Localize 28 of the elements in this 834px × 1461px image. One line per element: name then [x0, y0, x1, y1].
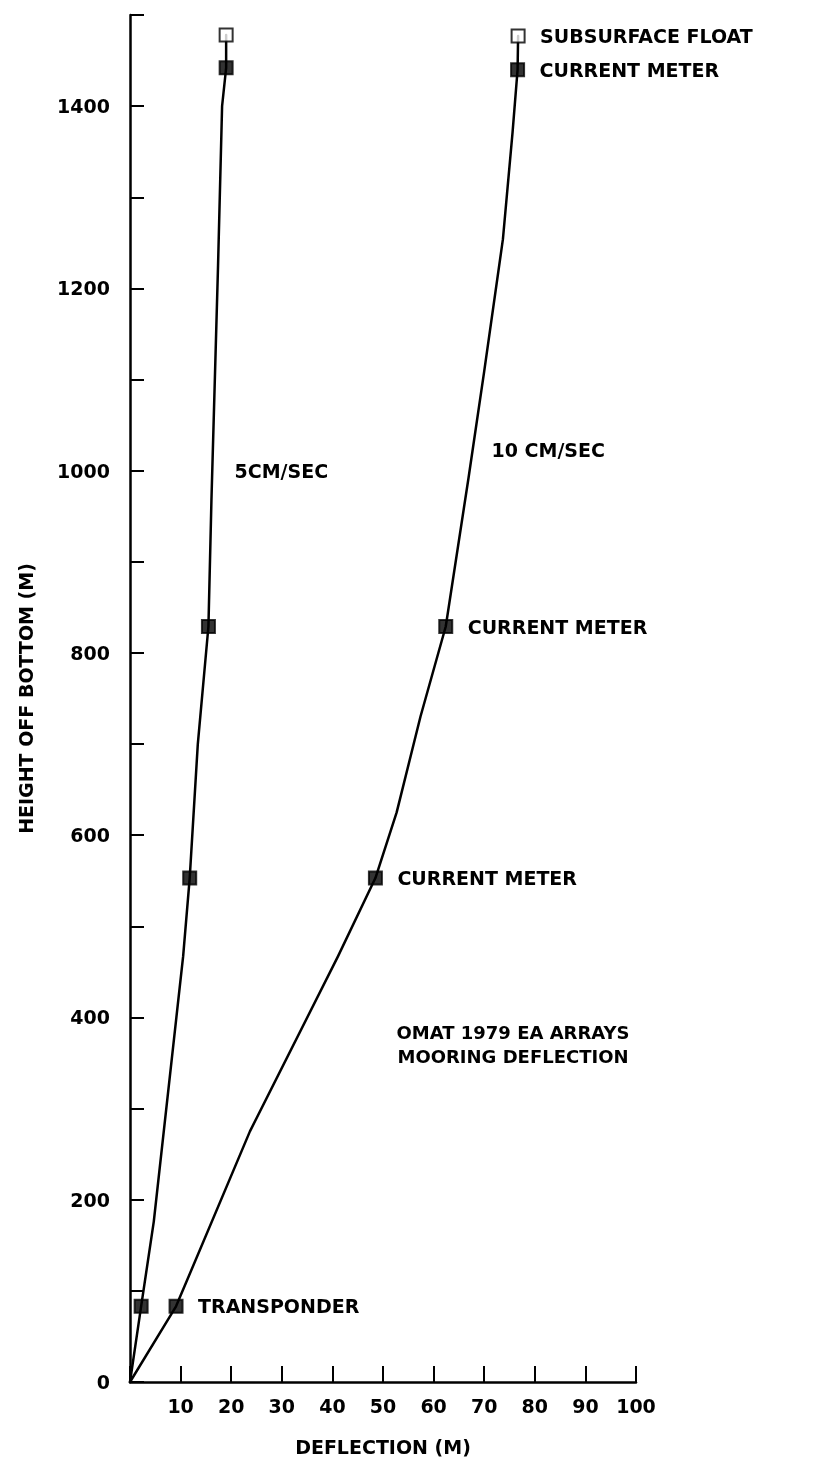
- annotation: CURRENT METER: [467, 615, 648, 638]
- y-tick-label: 200: [70, 1188, 110, 1211]
- y-tick-label: 1000: [57, 459, 110, 482]
- annotation: TRANSPONDER: [198, 1295, 360, 1318]
- annotation: CURRENT METER: [397, 867, 578, 890]
- annotation: CURRENT METER: [539, 58, 720, 81]
- x-tick-label: 10: [167, 1394, 194, 1417]
- text: OMAT 1979 EA ARRAYS MOORING DEFLECTION: [396, 1021, 630, 1067]
- x-tick-label: 100: [616, 1394, 656, 1417]
- y-tick-label: 1200: [57, 277, 110, 300]
- series-label: 10 CM/SEC: [491, 438, 605, 461]
- x-tick-label: 60: [420, 1394, 447, 1417]
- y-tick-label: 800: [70, 641, 110, 664]
- x-tick-label: 90: [572, 1394, 599, 1417]
- y-axis-title: HEIGHT OFF BOTTOM (M): [14, 563, 37, 834]
- y-tick-label: 400: [70, 1006, 110, 1029]
- y-tick-label: 600: [70, 824, 110, 847]
- y-tick-label: 0: [96, 1371, 110, 1393]
- x-axis-title: DEFLECTION (M): [295, 1435, 471, 1458]
- y-tick-label: 1400: [57, 95, 110, 118]
- x-tick-label: 20: [217, 1394, 245, 1417]
- x-tick-label: 40: [319, 1394, 346, 1417]
- x-tick-label: 30: [268, 1394, 296, 1417]
- series-label: 5CM/SEC: [234, 459, 329, 482]
- x-tick-label: 80: [521, 1394, 549, 1417]
- x-tick-label: 70: [470, 1394, 498, 1417]
- x-tick-label: 50: [369, 1394, 397, 1417]
- annotation: SUBSURFACE FLOAT: [540, 24, 753, 47]
